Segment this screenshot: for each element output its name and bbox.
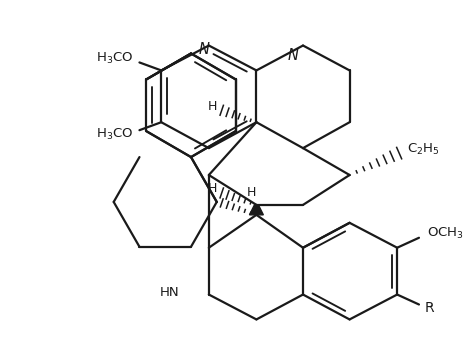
Polygon shape (249, 205, 264, 215)
Text: HN: HN (159, 286, 179, 299)
Text: C$_2$H$_5$: C$_2$H$_5$ (407, 142, 440, 157)
Text: R: R (425, 301, 435, 316)
Text: OCH$_3$: OCH$_3$ (427, 226, 464, 241)
Text: H: H (208, 100, 217, 113)
Text: H: H (208, 182, 217, 196)
Text: H$_3$CO: H$_3$CO (96, 127, 134, 142)
Text: N: N (199, 42, 210, 57)
Text: H$_3$CO: H$_3$CO (96, 51, 134, 66)
Text: H: H (247, 186, 256, 200)
Text: N: N (288, 49, 299, 64)
